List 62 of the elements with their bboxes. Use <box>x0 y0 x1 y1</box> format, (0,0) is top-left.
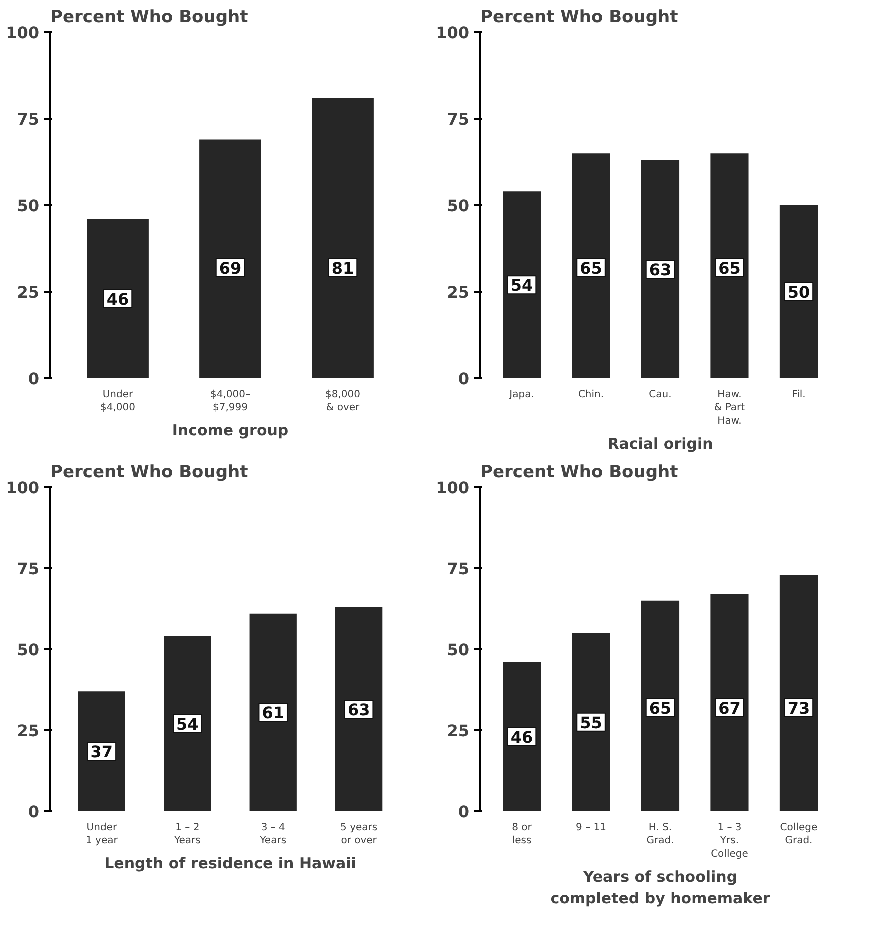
data-label: 46 <box>510 728 534 747</box>
y-tick-label: 25 <box>17 283 40 302</box>
x-tick-label: 9 – 11 <box>576 822 606 834</box>
data-label: 54 <box>176 715 199 734</box>
x-tick-label: 5 years or over <box>340 822 378 847</box>
data-label: 63 <box>348 700 370 720</box>
x-axis-title: Income group <box>172 422 289 440</box>
y-tick-label: 50 <box>447 196 470 216</box>
data-label: 61 <box>262 704 284 723</box>
x-tick-label: Under $4,000 <box>100 390 136 414</box>
data-label: 55 <box>580 713 602 732</box>
data-label: 54 <box>510 276 534 296</box>
y-tick-label: 75 <box>17 560 40 578</box>
data-label: 37 <box>90 742 114 762</box>
x-axis-title: Length of residence in Hawaii <box>104 854 356 873</box>
data-label: 69 <box>219 258 242 278</box>
x-tick-label: $8,000 & over <box>326 390 361 414</box>
data-label: 67 <box>718 698 741 718</box>
chart-title: Percent Who Bought <box>480 8 678 28</box>
x-tick-label: $4,000– $7,999 <box>210 390 251 414</box>
data-label: 50 <box>788 283 810 302</box>
x-tick-label: 1 – 2 Years <box>173 822 201 847</box>
y-tick-label: 100 <box>436 478 470 498</box>
x-tick-label: Haw. & Part Haw. <box>714 390 746 427</box>
data-label: 46 <box>106 290 130 309</box>
y-tick-label: 25 <box>447 283 470 302</box>
chart-title: Percent Who Bought <box>50 462 248 482</box>
x-axis-title: Racial origin <box>608 434 714 453</box>
data-label: 65 <box>718 258 741 278</box>
y-tick-label: 0 <box>458 802 470 822</box>
y-tick-label: 75 <box>447 560 470 578</box>
x-tick-label: Japa. <box>508 390 534 400</box>
y-tick-label: 100 <box>6 478 40 498</box>
data-label: 81 <box>332 258 354 278</box>
x-tick-label: Under 1 year <box>86 822 119 847</box>
y-tick-label: 100 <box>6 24 40 42</box>
y-tick-label: 75 <box>447 110 470 129</box>
x-tick-label: Fil. <box>792 390 806 400</box>
chart-title: Percent Who Bought <box>480 462 678 482</box>
x-tick-label: 8 or less <box>512 822 533 847</box>
data-label: 65 <box>580 258 602 278</box>
x-axis-title: Years of schooling completed by homemaker <box>550 868 771 908</box>
y-tick-label: 25 <box>447 722 470 740</box>
y-tick-label: 0 <box>28 802 40 822</box>
y-tick-label: 75 <box>17 110 40 129</box>
y-tick-label: 50 <box>17 640 40 660</box>
x-tick-label: 3 – 4 Years <box>259 822 287 847</box>
y-tick-label: 50 <box>17 196 40 216</box>
x-tick-label: Chin. <box>578 390 604 400</box>
x-tick-label: College Grad. <box>780 822 818 847</box>
y-tick-label: 25 <box>17 722 40 740</box>
x-tick-label: Cau. <box>649 390 672 400</box>
data-label: 65 <box>649 698 672 718</box>
y-tick-label: 50 <box>447 640 470 660</box>
x-tick-label: 1 – 3 Yrs. College <box>711 822 748 860</box>
x-tick-label: H. S. Grad. <box>646 822 674 847</box>
data-label: 73 <box>788 698 810 718</box>
y-tick-label: 0 <box>458 370 470 388</box>
data-label: 63 <box>649 260 672 280</box>
chart-title: Percent Who Bought <box>50 8 248 28</box>
y-tick-label: 100 <box>436 24 470 42</box>
y-tick-label: 0 <box>28 370 40 388</box>
